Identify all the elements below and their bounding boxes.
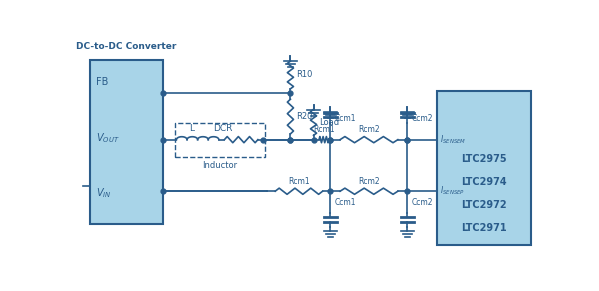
Text: Inductor: Inductor (202, 161, 238, 170)
Text: Ccm1: Ccm1 (334, 113, 356, 123)
Text: Rcm2: Rcm2 (358, 177, 380, 186)
Text: LTC2972: LTC2972 (461, 200, 507, 210)
Text: Rcm1: Rcm1 (288, 177, 310, 186)
Text: $I_{SENSEM}$: $I_{SENSEM}$ (440, 133, 466, 146)
Text: $V_{OUT}$: $V_{OUT}$ (96, 132, 120, 146)
Text: $I_{SENSEP}$: $I_{SENSEP}$ (440, 185, 465, 198)
Text: L: L (189, 125, 194, 134)
Bar (175, 123, 265, 157)
Text: Rcm2: Rcm2 (358, 125, 380, 134)
Text: FB: FB (96, 77, 109, 87)
Bar (437, 91, 531, 245)
Text: DCR: DCR (213, 125, 232, 134)
Text: Load: Load (319, 118, 339, 127)
Text: R10: R10 (296, 70, 312, 79)
Text: Ccm2: Ccm2 (412, 113, 433, 123)
Text: LTC2974: LTC2974 (461, 177, 507, 187)
Text: Ccm2: Ccm2 (412, 198, 433, 207)
Text: Ccm1: Ccm1 (334, 198, 356, 207)
Text: DC-to-DC Converter: DC-to-DC Converter (76, 42, 177, 51)
Bar (90, 60, 162, 224)
Text: R20: R20 (296, 112, 312, 121)
Text: Rcm1: Rcm1 (313, 125, 335, 134)
Text: LTC2975: LTC2975 (461, 154, 507, 164)
Text: $V_{IN}$: $V_{IN}$ (96, 187, 112, 200)
Text: LTC2971: LTC2971 (461, 223, 507, 233)
